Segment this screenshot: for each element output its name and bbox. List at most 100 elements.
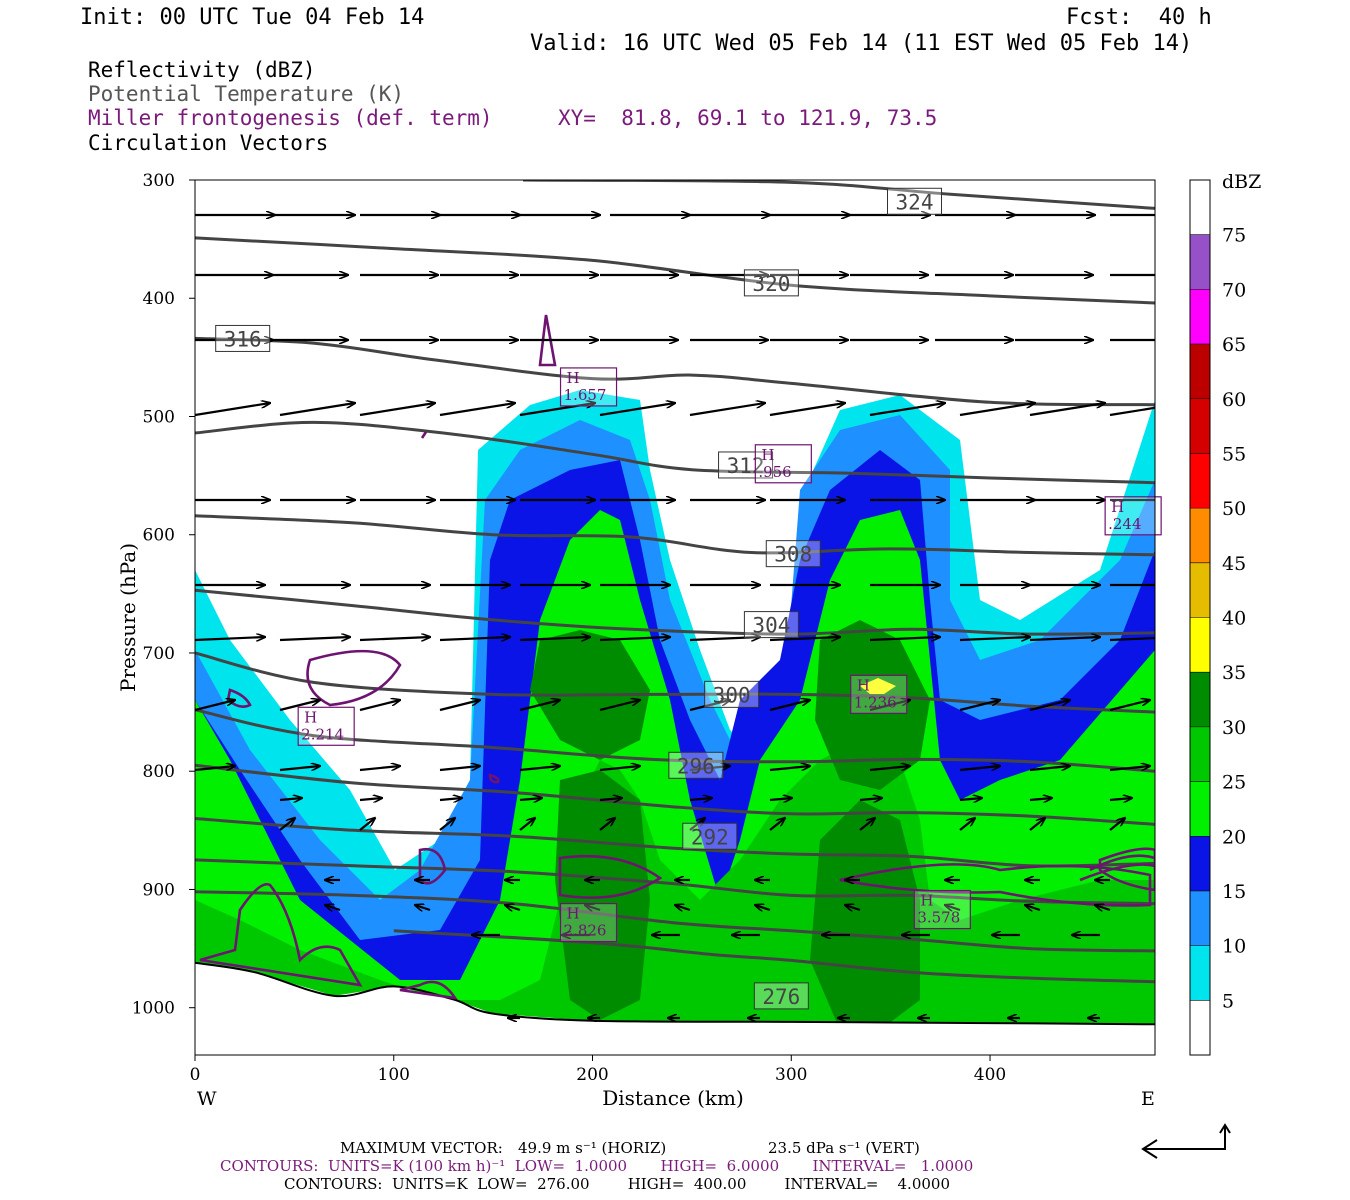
theta-contour-label: 296: [677, 754, 715, 778]
circulation-vector: [675, 905, 691, 910]
theta-contour-312: [195, 420, 1155, 485]
circulation-vector: [1029, 766, 1070, 772]
below-ground-mask: [195, 962, 1155, 1055]
circulation-vector: [769, 818, 785, 831]
frontogenesis-label-box: [297, 706, 355, 746]
circulation-vector: [599, 766, 640, 772]
circulation-vector: [599, 798, 622, 800]
circulation-vector: [195, 700, 235, 712]
theta-contour-316: [195, 336, 1155, 407]
theta-contour-label: 320: [752, 272, 790, 296]
reference-vector-icon: [1141, 1123, 1231, 1159]
theta-contour-label: 324: [896, 190, 934, 214]
colorbar-label: 25: [1222, 772, 1246, 794]
y-tick-label: 1000: [132, 999, 175, 1019]
circulation-vector: [755, 905, 771, 910]
forecast-hour: Fcst: 40 h: [1066, 5, 1212, 30]
circulation-vector: [599, 403, 675, 417]
field-potential-temperature: Potential Temperature (K): [88, 82, 405, 106]
circulation-vector: [325, 905, 341, 910]
contours-theta-info: CONTOURS: UNITS=K LOW= 276.00 HIGH= 400.…: [284, 1175, 950, 1193]
colorbar-label: 55: [1222, 443, 1246, 465]
x-axis-label: Distance (km): [602, 1086, 744, 1110]
theta-contour-288: [195, 817, 1155, 868]
theta-label-box: [704, 680, 760, 708]
circulation-vector: [439, 766, 480, 772]
colorbar-segment: [1190, 1000, 1210, 1055]
frontogenesis-contour: [1098, 847, 1155, 892]
frontogenesis-contour: [199, 883, 363, 987]
colorbar-unit: dBZ: [1222, 171, 1261, 193]
circulation-vector: [959, 818, 975, 831]
theta-label-box: [718, 451, 774, 479]
circulation-vector: [359, 700, 400, 712]
frontogenesis-max-marker: H: [920, 892, 933, 910]
colorbar-segment: [1190, 508, 1210, 563]
frontogenesis-max-value: 1.657: [564, 386, 607, 404]
colorbar-segment: [1190, 180, 1210, 235]
circulation-vector: [689, 818, 705, 831]
y-tick-label: 300: [143, 171, 175, 191]
colorbar-segment: [1190, 890, 1210, 946]
theta-contour-284: [195, 858, 1155, 906]
x-tick-label: 200: [576, 1065, 608, 1085]
frontogenesis-contour: [1089, 854, 1155, 872]
circulation-vector: [359, 637, 430, 640]
frontogenesis-contour: [420, 431, 428, 439]
y-tick-label: 400: [143, 289, 175, 309]
circulation-vector: [769, 766, 810, 772]
contour-labels: 324320316312308304300296292276H1.657H.95…: [215, 187, 1162, 1010]
circulation-vector: [505, 905, 521, 910]
y-axis-label: Pressure (hPa): [116, 543, 140, 692]
colorbar-segment: [1190, 945, 1210, 1001]
circulation-vector: [599, 637, 670, 640]
colorbar-segment: [1190, 453, 1210, 509]
circulation-vector: [1029, 637, 1100, 640]
circulation-vector: [1029, 798, 1052, 800]
theta-contour-label: 300: [713, 683, 751, 707]
colorbar-segment: [1190, 836, 1210, 891]
colorbar-label: 35: [1222, 662, 1246, 684]
frontogenesis-max-marker: H: [567, 369, 580, 387]
circulation-vector: [1025, 905, 1041, 910]
theta-label-box: [215, 324, 271, 352]
circulation-vector: [1109, 406, 1155, 417]
circulation-vector: [279, 766, 320, 772]
colorbar-label: 10: [1222, 936, 1246, 958]
circulation-vectors: [195, 215, 1155, 1018]
theta-contour-320: [195, 236, 1155, 305]
circulation-vector: [279, 700, 320, 712]
colorbar-label: 40: [1222, 608, 1246, 630]
circulation-vector: [1029, 700, 1070, 712]
circulation-vector: [359, 798, 382, 800]
contours-frontogenesis-info: CONTOURS: UNITS=K (100 km h)⁻¹ LOW= 1.00…: [220, 1157, 974, 1175]
terrain-surface-line: [195, 961, 1155, 1026]
circulation-vector: [279, 798, 302, 800]
colorbar-segment: [1190, 781, 1210, 837]
colorbar-label: 30: [1222, 717, 1246, 739]
circulation-vector: [279, 637, 350, 640]
colorbar-segment: [1190, 617, 1210, 673]
circulation-vector: [859, 798, 882, 800]
circulation-vector: [359, 818, 375, 831]
circulation-vector: [279, 403, 355, 417]
circulation-vector: [769, 798, 792, 800]
theta-contour-280: [195, 890, 1155, 953]
y-tick-label: 800: [143, 762, 175, 782]
frontogenesis-label-box: [754, 444, 812, 484]
circulation-vector: [869, 637, 940, 640]
circulation-vector: [195, 637, 265, 640]
circulation-vector: [1109, 700, 1150, 712]
circulation-vector: [1109, 818, 1125, 831]
y-tick-label: 600: [143, 526, 175, 546]
theta-contour-296: [195, 708, 1155, 773]
colorbar-segment: [1190, 234, 1210, 290]
theta-label-box: [743, 611, 799, 639]
reflectivity-region: [810, 800, 920, 1030]
frontogenesis-max-value: .956: [758, 463, 791, 481]
circulation-vector: [519, 700, 560, 712]
circulation-vector: [869, 766, 910, 772]
theta-contour-label: 308: [774, 543, 812, 567]
theta-contour-276: [393, 929, 1155, 984]
